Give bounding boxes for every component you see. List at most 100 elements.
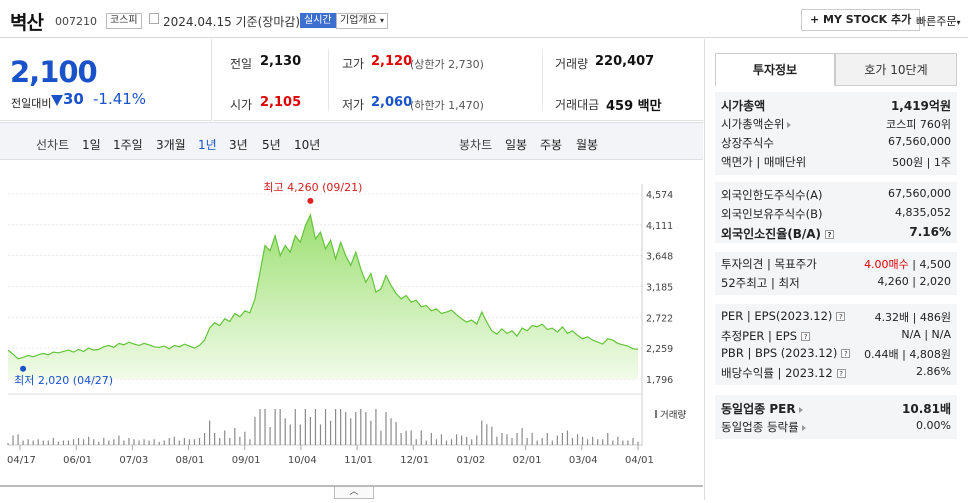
y-tick-label: 1,796	[646, 375, 673, 386]
volume-bar	[521, 428, 523, 445]
help-icon[interactable]: ?	[836, 368, 846, 378]
volume-bar	[168, 438, 170, 445]
candle-weekly[interactable]: 주봉	[540, 138, 563, 152]
volume-bar	[375, 409, 377, 445]
volume-bar	[88, 436, 90, 445]
down-triangle-icon	[51, 95, 63, 106]
volume-bar	[335, 409, 337, 445]
volume-bar	[57, 441, 59, 445]
price-chart-svg: 4,574 4,111 3,648 3,185 2,722 2,259 1,796 04/1…	[7, 181, 686, 466]
volume-bar	[435, 439, 437, 445]
period-3m[interactable]: 3개월	[156, 138, 186, 152]
line-chart-label: 선차트	[36, 138, 70, 152]
info-box-foreign: 외국인한도주식수(A) 67,560,000 외국인보유주식수(B) 4,835,05…	[715, 182, 957, 243]
candle-daily[interactable]: 일봉	[505, 138, 528, 152]
volume-bar	[536, 440, 538, 445]
volume-bar	[355, 412, 357, 445]
help-icon[interactable]: ?	[801, 331, 811, 341]
tab-order-book[interactable]: 호가 10단계	[835, 53, 957, 86]
info-label[interactable]: 외국인소진율(B/A)?	[721, 225, 835, 242]
period-3y[interactable]: 3년	[229, 138, 248, 152]
info-value: 4.32배 | 486원	[874, 311, 951, 324]
stock-code: 007210	[55, 15, 97, 28]
volume-bar	[229, 438, 231, 445]
help-icon[interactable]: ?	[825, 230, 835, 239]
volume-bar	[7, 443, 9, 445]
quick-order-dropdown[interactable]: 빠른주문▾	[916, 15, 961, 28]
low-value: 2,060	[371, 95, 413, 110]
tab-investment-info[interactable]: 투자정보	[715, 53, 835, 86]
volume-bar	[27, 439, 29, 445]
volume-bar	[17, 434, 19, 445]
collapse-chevron-up-icon[interactable]: ︿	[334, 487, 374, 499]
high-value: 2,120	[371, 54, 413, 69]
volume-bar	[556, 435, 558, 445]
info-value: 500원 | 1주	[892, 156, 951, 169]
volume-bar	[445, 440, 448, 445]
company-overview-dropdown[interactable]: 기업개요 ▾	[336, 13, 389, 29]
volume-bar	[471, 439, 473, 445]
period-1w[interactable]: 1주일	[113, 138, 143, 152]
high-marker	[307, 197, 314, 204]
volume-bar	[390, 418, 392, 445]
volume-bar	[385, 412, 387, 445]
volume-bar	[128, 438, 130, 445]
volume-bar	[294, 409, 296, 445]
period-10y[interactable]: 10년	[294, 138, 321, 152]
help-icon[interactable]: ?	[841, 349, 851, 358]
volume-bar	[450, 439, 453, 445]
period-5y[interactable]: 5년	[262, 138, 281, 152]
x-tick-label: 02/01	[513, 455, 542, 466]
volume-bar	[12, 435, 14, 445]
x-tick-label: 08/01	[176, 455, 205, 466]
low-label: 저가	[342, 98, 365, 112]
x-tick-label: 12/01	[400, 455, 429, 466]
period-1y[interactable]: 1년	[198, 138, 217, 152]
volume-bar	[22, 440, 24, 445]
volume-bar	[461, 435, 463, 445]
realtime-button[interactable]: 실시간	[300, 13, 336, 28]
candle-monthly[interactable]: 월봉	[576, 138, 599, 152]
info-label[interactable]: 동일업종 PER	[721, 400, 803, 417]
info-label[interactable]: PER | EPS(2023.12)?	[721, 309, 846, 323]
info-label[interactable]: 시가총액순위	[721, 116, 792, 132]
volume-legend: 거래량	[660, 409, 686, 421]
volume-bar	[541, 438, 543, 445]
x-tick-label: 11/01	[344, 455, 373, 466]
volume-label: 거래량	[555, 57, 589, 71]
volume-bar	[602, 439, 604, 445]
my-stock-add-button[interactable]: + MY STOCK 추가	[801, 9, 921, 31]
volume-bar	[274, 409, 276, 445]
prev-close-value: 2,130	[260, 54, 302, 69]
change-percent: -1.41%	[93, 90, 147, 108]
help-icon[interactable]: ?	[836, 312, 846, 321]
volume-bar	[345, 412, 347, 445]
info-label[interactable]: 동일업종 등락률	[721, 419, 806, 435]
info-label[interactable]: PBR | BPS (2023.12)?	[721, 346, 851, 360]
change-value: 30	[63, 90, 84, 108]
info-box-opinion: 투자의견 | 목표주가 4.00매수 | 4,500 52주최고 | 최저 4,260…	[715, 252, 957, 295]
info-value: 0.00%	[916, 419, 951, 432]
period-1d[interactable]: 1일	[82, 138, 101, 152]
info-label[interactable]: 추정PER | EPS?	[721, 328, 811, 344]
volume-bar	[365, 412, 367, 445]
info-label: 외국인보유주식수(B)	[721, 207, 823, 221]
info-label[interactable]: 배당수익률 | 2023.12?	[721, 365, 846, 381]
volume-bar	[52, 438, 54, 445]
volume-bar	[632, 438, 634, 445]
volume-bar	[350, 418, 352, 445]
volume-bar	[72, 439, 75, 445]
volume-bar	[617, 436, 619, 445]
volume-bar	[314, 409, 317, 445]
price-chart: 4,574 4,111 3,648 3,185 2,722 2,259 1,796 04/1…	[0, 161, 703, 500]
volume-bar	[531, 433, 533, 445]
volume-bar	[612, 440, 614, 445]
info-value: 4,260 | 2,020	[877, 275, 951, 288]
volume-bar	[430, 433, 432, 445]
volume-bar	[153, 439, 155, 445]
info-label: 상장주식수	[721, 136, 774, 150]
price-summary: 2,100 전일대비 30 -1.41%	[0, 39, 212, 121]
x-tick-label: 06/01	[63, 455, 92, 466]
volume-bar	[440, 434, 443, 445]
